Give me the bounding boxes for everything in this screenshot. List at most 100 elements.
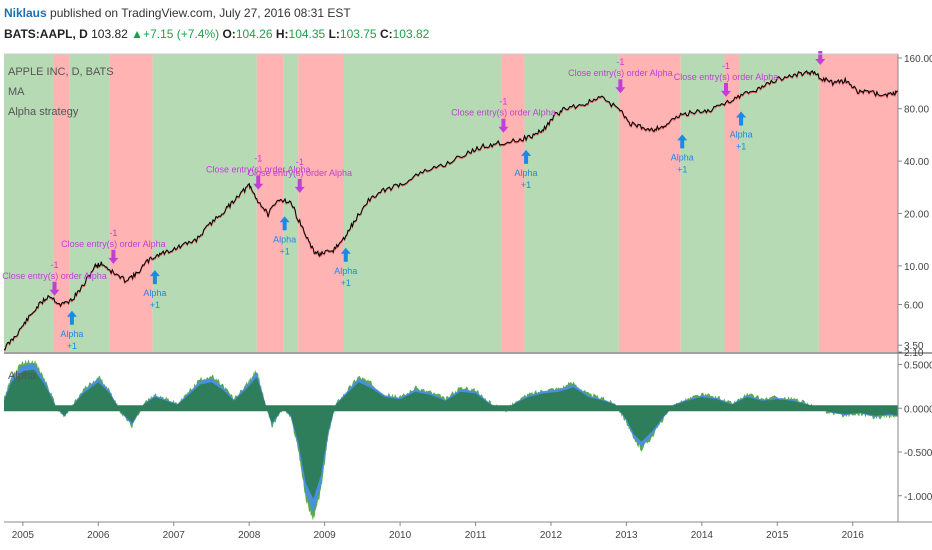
region-short [501,54,525,352]
price-change: +7.15 (+7.4%) [143,27,220,41]
region-short [298,54,344,352]
price-line [4,70,899,350]
pane-frames [4,53,932,523]
time-axis: 2005 2006 2007 2008 2009 2010 2011 2012 2013 2014… [12,522,865,541]
close-qty-label: -1 [296,157,304,167]
close-qty-label: -1 [499,97,507,107]
close-qty-label: -1 [722,61,730,71]
x-tick-label: 2013 [615,530,638,541]
close-signal-arrow-icon [294,178,305,193]
author-link[interactable]: Niklaus [4,6,47,20]
osc-y-tick-label: 0.0000 [904,404,932,415]
osc-y-tick-label: -0.5000 [904,448,932,459]
close-value: 103.82 [392,27,430,41]
x-tick-label: 2010 [389,530,412,541]
y-tick-label: 40.00 [904,157,929,168]
publish-info: published on TradingView.com, July 27, 2… [50,6,351,20]
y-tick-label: 10.00 [904,262,929,273]
y-tick-label: 6.00 [904,300,924,311]
oscillator-zero-band [4,405,898,412]
entry-signal-label: Alpha [334,266,357,276]
x-tick-label: 2006 [87,530,110,541]
y-tick-label: 160.00 [904,54,932,65]
close-signal-arrow-icon [108,249,119,264]
osc-y-tick-label: -1.0000 [904,492,932,503]
x-tick-label: 2014 [691,530,714,541]
y-tick-label: 3.50 [904,341,924,352]
open-value: 104.26 [235,27,273,41]
region-short [618,54,681,352]
last-price: 103.82 [91,27,128,41]
entry-signal-arrow-icon [279,216,290,231]
strategy-regions [4,54,898,352]
low-label: L: [328,27,340,41]
close-signal-arrow-icon [815,50,826,65]
symbol-label: BATS:AAPL, D [4,27,88,41]
entry-signal-label: Alpha [273,234,296,244]
region-short [53,54,70,352]
close-signal-label: Close entry(s) order Alpha [61,239,166,249]
x-tick-label: 2011 [465,530,487,541]
close-signal-label: Close entry(s) order Alpha [2,271,107,281]
price-series [4,70,899,351]
entry-signal-label: Alpha [143,288,166,298]
entry-signal-label: Alpha [730,130,753,140]
region-long [4,54,54,352]
close-signal-arrow-icon [253,175,264,190]
close-qty-label: -1 [109,228,117,238]
entry-signal-arrow-icon [521,149,532,164]
entry-qty-label: +1 [280,246,290,256]
close-signal-arrow-icon [49,281,60,296]
legend-ma: MA [8,86,25,98]
entry-qty-label: +1 [521,180,531,190]
entry-signal-arrow-icon [66,310,77,325]
y-tick-label: 80.00 [904,105,929,116]
entry-signal-arrow-icon [736,111,747,126]
region-long [69,54,110,352]
x-tick-label: 2016 [842,530,865,541]
open-label: O: [222,27,236,41]
region-short [818,54,898,352]
osc-y-tick-label: 0.5000 [904,361,932,372]
oscillator-dark-area [4,369,898,499]
close-signal-arrow-icon [720,82,731,97]
entry-signal-arrow-icon [340,247,351,262]
region-long [680,54,725,352]
up-arrow-icon: ▲ [131,27,144,41]
close-qty-label: -1 [51,260,59,270]
high-label: H: [275,27,289,41]
close-signal-label: Close entry(s) order Alpha [674,72,779,82]
symbol-header: BATS:AAPL, D 103.82 ▲+7.15 (+7.4%) O:104… [4,27,429,41]
legend-strategy: Alpha strategy [8,106,79,118]
x-tick-label: 2007 [163,530,186,541]
close-signal-arrow-icon [615,79,626,94]
low-value: 103.75 [339,27,377,41]
close-qty-label: -1 [616,57,624,67]
close-signal-arrow-icon [498,118,509,133]
x-tick-label: 2009 [314,530,337,541]
alpha-oscillator [4,359,898,520]
x-tick-label: 2005 [12,530,35,541]
region-short [109,54,153,352]
x-tick-label: 2015 [766,530,789,541]
oscillator-title: Alpha [8,370,37,382]
entry-qty-label: +1 [67,341,77,351]
publish-header: Niklaus published on TradingView.com, Ju… [4,6,351,20]
entry-qty-label: +1 [341,278,351,288]
entry-signal-label: Alpha [60,329,83,339]
oscillator-y-axis: 0.5000 0.0000 -0.5000 -1.0000 [898,361,932,503]
region-long [739,54,819,352]
close-qty-label: -1 [254,154,262,164]
x-tick-label: 2012 [540,530,563,541]
oscillator-light-area [4,359,898,520]
region-long [524,54,619,352]
entry-signal-label: Alpha [671,152,694,162]
close-signal-label: Close entry(s) order Alpha [568,68,673,78]
entry-signal-arrow-icon [677,134,688,149]
close-signal-label: Close entry(s) order Alpha [451,108,556,118]
x-tick-label: 2008 [238,530,261,541]
region-short [256,54,284,352]
